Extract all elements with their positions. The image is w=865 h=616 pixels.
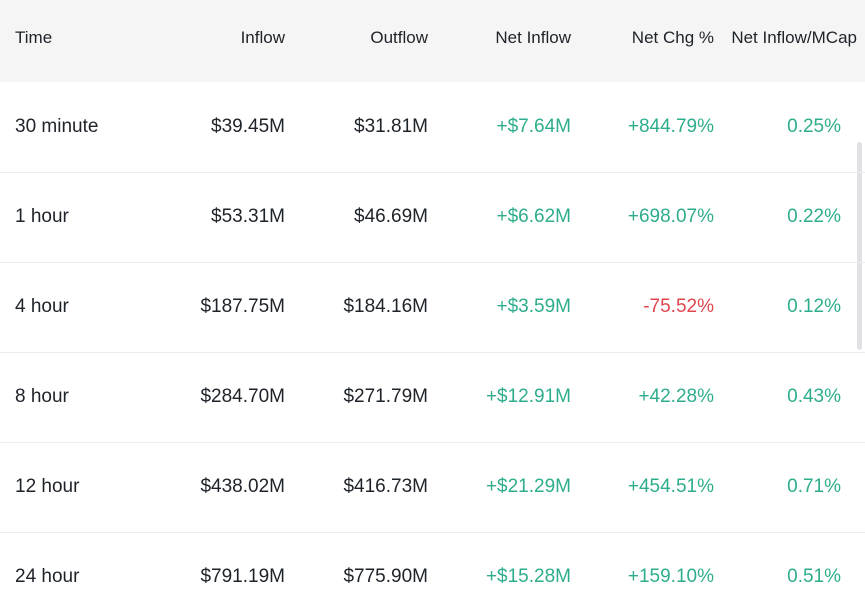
time-cell: 30 minute [15,116,99,137]
value-cell: +844.79% [627,116,714,137]
value-cell: +$3.59M [496,296,571,317]
value-cell: +159.10% [627,566,714,587]
row-divider [0,442,865,443]
value-cell: 0.43% [787,386,841,407]
value-cell: +698.07% [627,206,714,227]
row-divider [0,532,865,533]
value-cell: +$15.28M [485,566,571,587]
time-cell: 12 hour [15,476,80,497]
time-cell: 4 hour [15,296,69,317]
value-cell: 0.22% [787,206,841,227]
value-cell: $39.45M [211,116,285,137]
column-header: Net Chg % [631,28,714,47]
column-header: Net Inflow [495,28,571,47]
value-cell: $416.73M [343,476,428,497]
value-cell: $187.75M [200,296,285,317]
value-cell: -75.52% [643,296,714,317]
column-header: Outflow [370,28,428,47]
value-cell: +454.51% [627,476,714,497]
value-cell: 0.51% [787,566,841,587]
time-cell: 1 hour [15,206,69,227]
value-cell: 0.71% [787,476,841,497]
value-cell: $46.69M [354,206,428,227]
column-header: Time [15,28,53,47]
value-cell: $438.02M [200,476,285,497]
value-cell: 0.25% [787,116,841,137]
row-divider [0,172,865,173]
value-cell: +$12.91M [485,386,571,407]
value-cell: $271.79M [343,386,428,407]
column-header: Net Inflow/MCap [731,28,857,47]
time-cell: 24 hour [15,566,80,587]
row-divider [0,262,865,263]
value-cell: $284.70M [200,386,285,407]
value-cell: $775.90M [343,566,428,587]
value-cell: $184.16M [343,296,428,317]
column-header: Inflow [240,28,285,47]
value-cell: $31.81M [354,116,428,137]
value-cell: +$21.29M [485,476,571,497]
value-cell: +$6.62M [496,206,571,227]
value-cell: $791.19M [200,566,285,587]
value-cell: 0.12% [787,296,841,317]
value-cell: +$7.64M [496,116,571,137]
value-cell: $53.31M [211,206,285,227]
header-row [0,0,865,82]
scrollbar[interactable] [857,142,862,350]
time-cell: 8 hour [15,386,69,407]
value-cell: +42.28% [638,386,714,407]
row-divider [0,352,865,353]
